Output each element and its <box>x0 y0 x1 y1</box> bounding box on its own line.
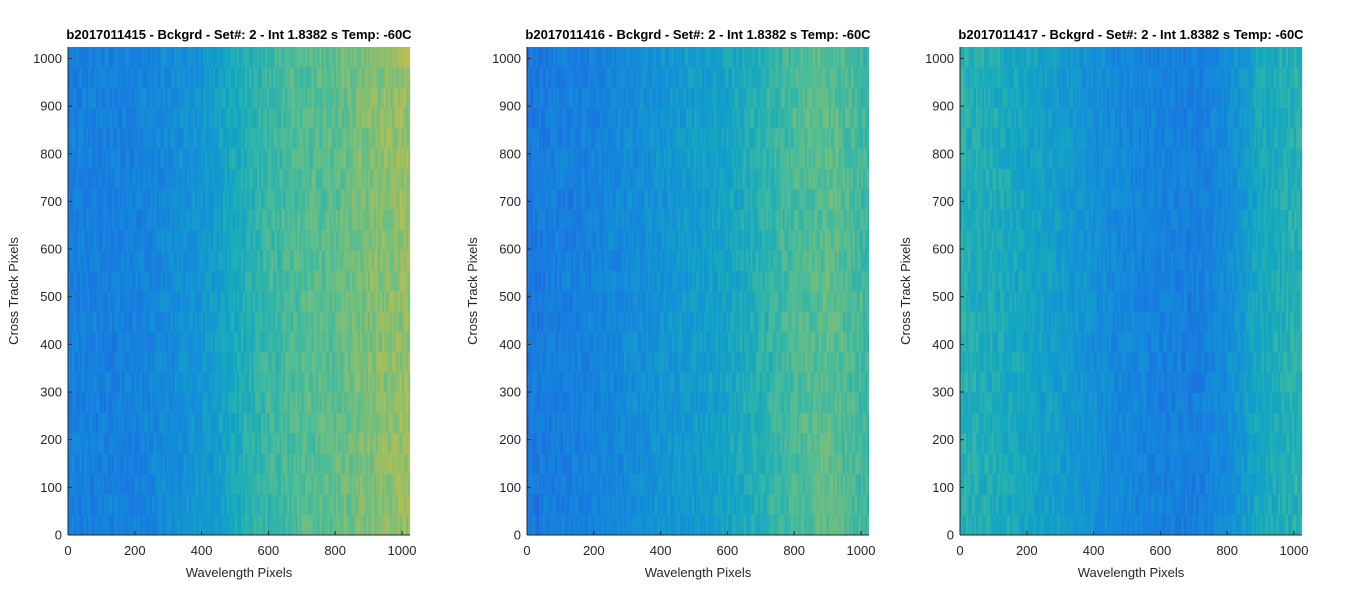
x-tick-label: 400 <box>1083 543 1105 558</box>
y-tick-label: 500 <box>499 289 521 304</box>
x-tick-label: 600 <box>717 543 739 558</box>
y-tick-label: 300 <box>499 385 521 400</box>
y-tick-label: 1000 <box>925 51 954 66</box>
x-tick-label: 1000 <box>1280 543 1309 558</box>
y-tick-label: 400 <box>499 337 521 352</box>
y-tick-label: 100 <box>932 480 954 495</box>
y-tick-label: 900 <box>932 99 954 114</box>
heatmap-texture <box>527 47 870 536</box>
y-tick-label: 1000 <box>492 51 521 66</box>
y-tick-label: 900 <box>40 99 62 114</box>
x-tick-label: 0 <box>956 543 963 558</box>
y-tick-label: 300 <box>40 385 62 400</box>
x-axis-label: Wavelength Pixels <box>186 565 293 580</box>
y-tick-label: 500 <box>932 289 954 304</box>
x-tick-label: 0 <box>64 543 71 558</box>
y-tick-label: 1000 <box>33 51 62 66</box>
x-tick-label: 400 <box>191 543 213 558</box>
heatmap-panel-1: 0 200 400 600 800 1000 0 100 200 300 400 500 600 700 8… <box>6 27 416 580</box>
x-axis-label: Wavelength Pixels <box>645 565 752 580</box>
y-tick-label: 400 <box>40 337 62 352</box>
y-tick-label: 0 <box>55 528 62 543</box>
x-axis-label: Wavelength Pixels <box>1078 565 1185 580</box>
x-tick-label: 600 <box>258 543 280 558</box>
y-tick-label: 700 <box>499 194 521 209</box>
y-tick-label: 200 <box>40 432 62 447</box>
x-tick-label: 1000 <box>847 543 876 558</box>
y-tick-label: 200 <box>499 432 521 447</box>
y-tick-label: 600 <box>40 242 62 257</box>
heatmap-texture <box>68 47 411 536</box>
y-tick-label: 800 <box>932 146 954 161</box>
y-tick-label: 700 <box>40 194 62 209</box>
y-tick-label: 0 <box>514 528 521 543</box>
y-tick-label: 600 <box>499 242 521 257</box>
y-tick-label: 0 <box>947 528 954 543</box>
x-tick-label: 1000 <box>388 543 417 558</box>
y-axis-label: Cross Track Pixels <box>6 237 21 345</box>
y-tick-label: 100 <box>40 480 62 495</box>
y-tick-label: 700 <box>932 194 954 209</box>
heatmap-panel-3: 0 200 400 600 800 1000 0 100 200 300 400 500 600 700 8… <box>898 27 1308 580</box>
heatmap-panel-2: 0 200 400 600 800 1000 0 100 200 300 400 500 600 700 8… <box>465 27 875 580</box>
x-tick-label: 200 <box>1016 543 1038 558</box>
y-tick-label: 300 <box>932 385 954 400</box>
x-tick-label: 200 <box>124 543 146 558</box>
plot-title: b2017011416 - Bckgrd - Set#: 2 - Int 1.8… <box>525 27 871 42</box>
y-tick-label: 500 <box>40 289 62 304</box>
x-tick-label: 800 <box>783 543 805 558</box>
y-tick-label: 900 <box>499 99 521 114</box>
y-tick-label: 100 <box>499 480 521 495</box>
y-tick-label: 600 <box>932 242 954 257</box>
y-tick-label: 800 <box>40 146 62 161</box>
x-tick-label: 200 <box>583 543 605 558</box>
x-tick-label: 800 <box>324 543 346 558</box>
y-tick-label: 800 <box>499 146 521 161</box>
y-axis-label: Cross Track Pixels <box>465 237 480 345</box>
heatmap-texture <box>960 47 1303 536</box>
y-axis-label: Cross Track Pixels <box>898 237 913 345</box>
plot-title: b2017011415 - Bckgrd - Set#: 2 - Int 1.8… <box>66 27 412 42</box>
x-tick-label: 800 <box>1216 543 1238 558</box>
x-tick-label: 400 <box>650 543 672 558</box>
y-tick-label: 400 <box>932 337 954 352</box>
plot-title: b2017011417 - Bckgrd - Set#: 2 - Int 1.8… <box>958 27 1304 42</box>
x-tick-label: 0 <box>523 543 530 558</box>
y-tick-label: 200 <box>932 432 954 447</box>
x-tick-label: 600 <box>1150 543 1172 558</box>
